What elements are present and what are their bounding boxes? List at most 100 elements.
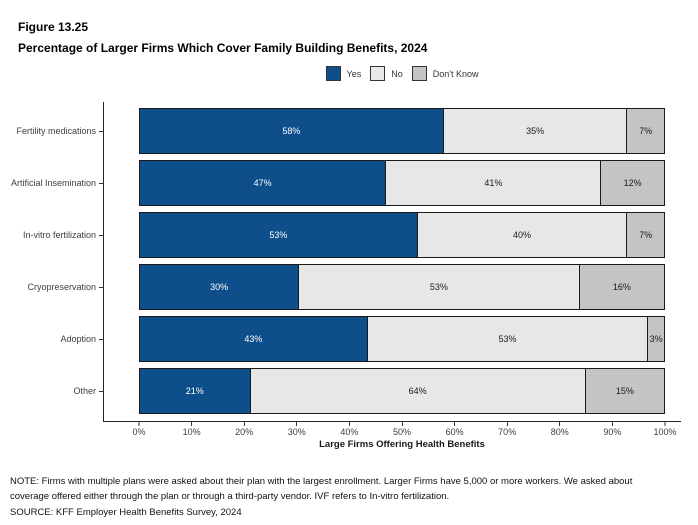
x-tick-mark	[559, 422, 561, 426]
y-label-row: Fertility medications	[0, 108, 103, 154]
figure-number: Figure 13.25	[18, 20, 89, 34]
bar-segment-don-t-know: 7%	[627, 212, 665, 258]
x-tick-label: 70%	[498, 427, 517, 437]
y-tick-mark	[99, 338, 103, 340]
segment-value-label: 41%	[484, 178, 503, 188]
y-tick-mark	[99, 182, 103, 184]
bar-row: 58% 35% 7%	[139, 108, 666, 154]
x-tick-label: 90%	[603, 427, 622, 437]
source-text: SOURCE: KFF Employer Health Benefits Sur…	[10, 506, 242, 518]
x-tick-label: 100%	[653, 427, 677, 437]
x-tick-label: 20%	[235, 427, 254, 437]
segment-value-label: 3%	[649, 334, 663, 344]
bar-row: 21% 64% 15%	[139, 368, 665, 414]
y-tick-mark	[99, 390, 103, 392]
bar-segment-don-t-know: 16%	[579, 264, 665, 310]
y-label-row: Artificial Insemination	[0, 160, 103, 206]
x-tick-mark	[506, 422, 508, 426]
segment-value-label: 43%	[244, 334, 263, 344]
x-tick-mark	[348, 422, 350, 426]
bar-row: 53% 40% 7%	[139, 212, 665, 258]
bar-segment-don-t-know: 3%	[648, 316, 665, 362]
y-tick-mark	[99, 234, 103, 236]
segment-value-label: 30%	[210, 282, 229, 292]
legend: Yes No Don't Know	[139, 66, 665, 81]
bar-row: 30% 53% 16%	[139, 264, 665, 310]
legend-swatch-no	[370, 66, 386, 81]
bar-row: 47% 41% 12%	[139, 160, 665, 206]
segment-value-label: 7%	[639, 126, 653, 136]
notes: NOTE: Firms with multiple plans were ask…	[10, 474, 674, 520]
legend-swatch-don-t-know	[411, 66, 427, 81]
bar-segment-yes: 47%	[139, 160, 387, 206]
category-label: Fertility medications	[16, 126, 96, 136]
bar-segment-yes: 43%	[139, 316, 368, 362]
x-tick-mark	[454, 422, 456, 426]
x-tick: 100%	[653, 422, 677, 437]
x-tick: 60%	[446, 422, 464, 437]
y-tick-mark	[99, 130, 103, 132]
x-tick-mark	[243, 422, 245, 426]
note-text: NOTE: Firms with multiple plans were ask…	[10, 476, 633, 503]
x-tick-label: 30%	[287, 427, 306, 437]
x-tick-mark	[296, 422, 298, 426]
category-label: Other	[73, 386, 96, 396]
stacked-bar-chart: Fertility medications Artificial Insemina…	[0, 102, 681, 422]
y-axis-labels: Fertility medications Artificial Insemina…	[0, 102, 103, 422]
legend-item: No	[370, 66, 403, 81]
x-tick-mark	[664, 422, 666, 426]
legend-label: Yes	[346, 68, 362, 79]
x-tick: 0%	[132, 422, 146, 437]
page-title: Percentage of Larger Firms Which Cover F…	[18, 41, 428, 55]
legend-item: Don't Know	[411, 66, 479, 81]
plot-panel: 58% 35% 7% 47% 41% 12% 53% 40% 7% 30% 53% 16% 43% 53%…	[103, 102, 681, 422]
segment-value-label: 16%	[612, 282, 631, 292]
x-tick: 10%	[183, 422, 201, 437]
x-tick: 80%	[551, 422, 569, 437]
y-label-row: Cryopreservation	[0, 264, 103, 310]
x-tick-mark	[191, 422, 193, 426]
bar-segment-no: 53%	[367, 316, 649, 362]
segment-value-label: 7%	[639, 230, 653, 240]
bar-segment-no: 53%	[299, 264, 580, 310]
bar-segment-no: 64%	[250, 368, 586, 414]
x-tick-mark	[611, 422, 613, 426]
category-label: Artificial Insemination	[10, 178, 96, 188]
x-tick: 20%	[235, 422, 253, 437]
legend-label: No	[391, 68, 403, 79]
bar-segment-yes: 30%	[139, 264, 300, 310]
legend-swatch-yes	[325, 66, 341, 81]
segment-value-label: 12%	[623, 178, 642, 188]
segment-value-label: 21%	[185, 386, 204, 396]
x-tick: 30%	[288, 422, 306, 437]
x-tick: 40%	[340, 422, 358, 437]
x-axis-title: Large Firms Offering Health Benefits	[319, 439, 485, 450]
category-label: Adoption	[60, 334, 96, 344]
y-label-row: In-vitro fertilization	[0, 212, 103, 258]
x-tick-label: 60%	[445, 427, 464, 437]
segment-value-label: 53%	[429, 282, 448, 292]
legend-label: Don't Know	[432, 68, 479, 79]
category-label: Cryopreservation	[27, 282, 96, 292]
bar-segment-no: 41%	[386, 160, 602, 206]
x-axis: 0% 10% 20% 30% 40% 50% 60% 70% 80% 90% 100%	[132, 422, 677, 439]
segment-value-label: 53%	[498, 334, 517, 344]
x-tick: 70%	[498, 422, 516, 437]
segment-value-label: 35%	[526, 126, 545, 136]
bar-segment-no: 40%	[417, 212, 628, 258]
x-tick-label: 40%	[340, 427, 359, 437]
x-tick-label: 10%	[182, 427, 201, 437]
bar-segment-yes: 21%	[139, 368, 251, 414]
segment-value-label: 53%	[269, 230, 288, 240]
x-tick-mark	[138, 422, 140, 426]
segment-value-label: 47%	[253, 178, 272, 188]
segment-value-label: 64%	[408, 386, 427, 396]
category-label: In-vitro fertilization	[22, 230, 96, 240]
y-label-row: Other	[0, 368, 103, 414]
segment-value-label: 40%	[513, 230, 532, 240]
segment-value-label: 58%	[282, 126, 301, 136]
x-tick-label: 80%	[550, 427, 569, 437]
y-label-row: Adoption	[0, 316, 103, 362]
legend-item: Yes	[325, 66, 362, 81]
